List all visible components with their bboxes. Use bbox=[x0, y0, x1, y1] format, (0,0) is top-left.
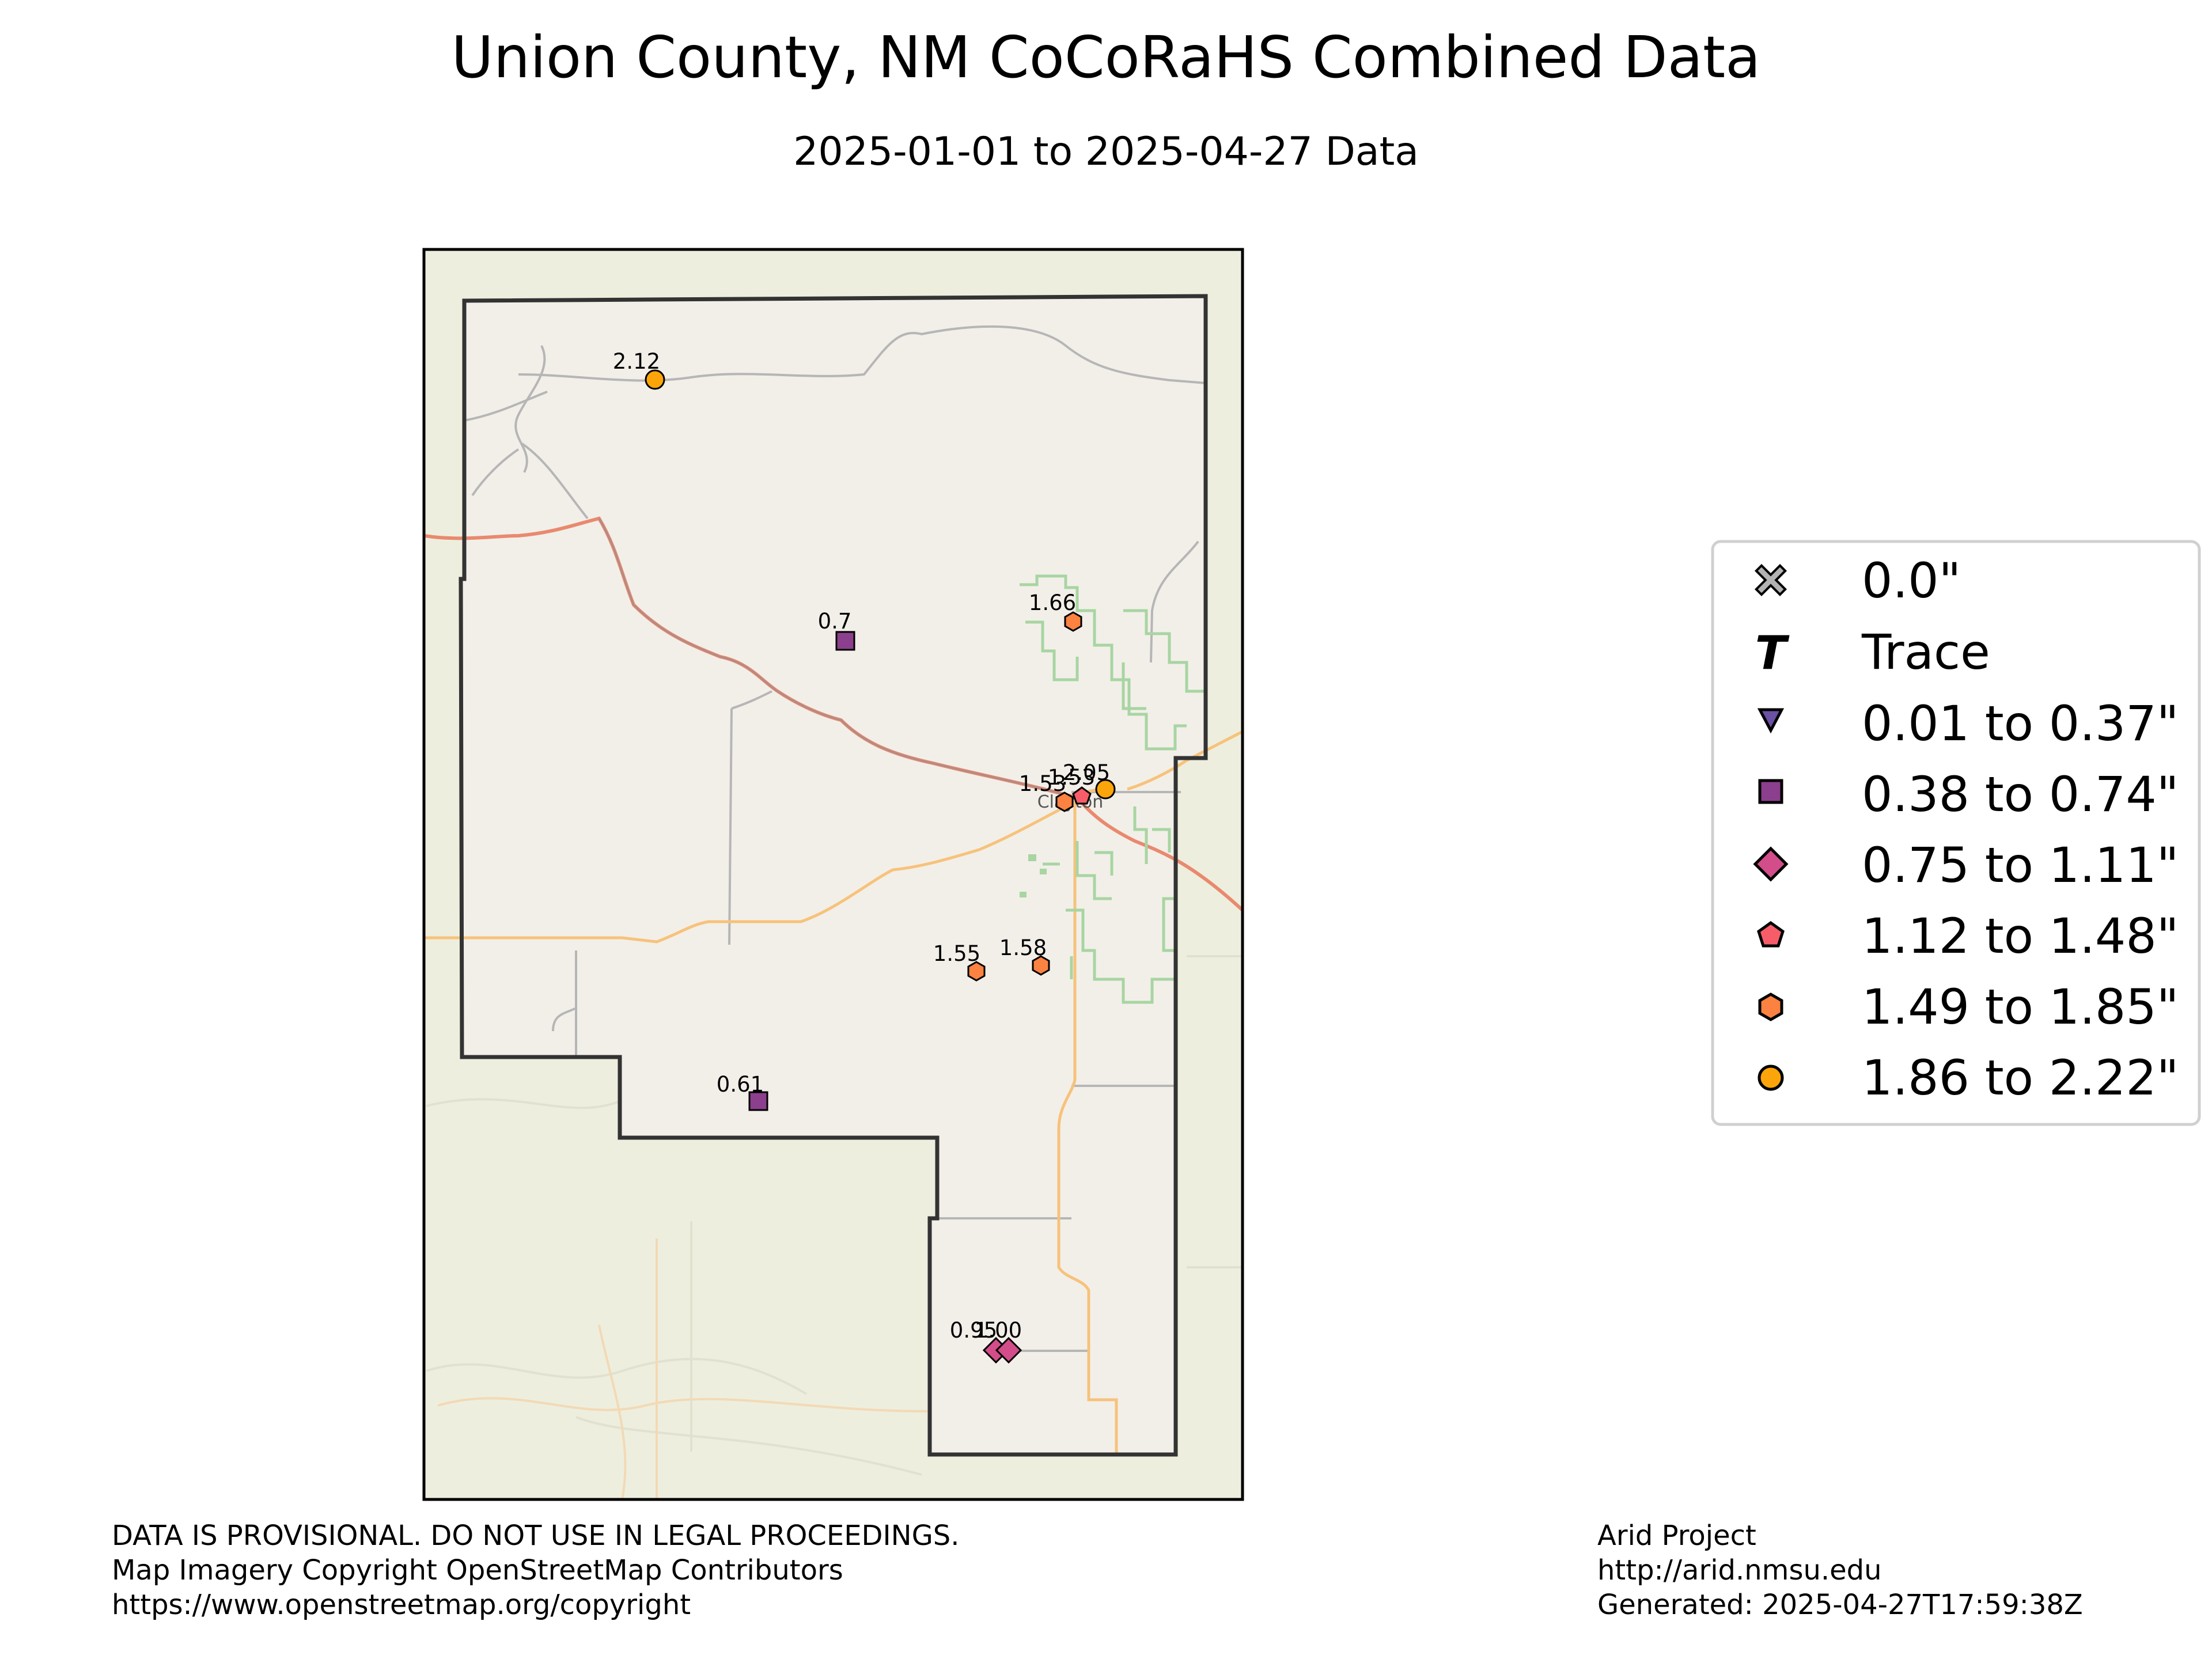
footer-credits: Arid Project http://arid.nmsu.edu Generate… bbox=[1597, 1518, 2083, 1622]
station-marker-0-61[interactable] bbox=[748, 1091, 768, 1111]
legend-label-range-6: 1.86 to 2.22" bbox=[1862, 1050, 2179, 1106]
footer-line: Generated: 2025-04-27T17:59:38Z bbox=[1597, 1589, 2083, 1621]
station-marker-1-58[interactable] bbox=[1032, 955, 1050, 976]
legend-box bbox=[1711, 540, 2201, 1126]
station-marker-1-00[interactable] bbox=[995, 1336, 1022, 1364]
grassland-area bbox=[1020, 574, 1204, 1004]
station-label: 0.95 bbox=[950, 1318, 997, 1343]
legend-triangle-down-icon bbox=[1757, 708, 1785, 734]
map-title: Union County, NM CoCoRaHS Combined Data bbox=[451, 24, 1761, 91]
grassland-patch bbox=[1040, 869, 1047, 874]
minor-roads-outside bbox=[437, 1238, 928, 1499]
legend-circle-icon bbox=[1758, 1065, 1784, 1091]
station-marker-1-53-pent[interactable] bbox=[1072, 786, 1092, 805]
county-outline bbox=[459, 294, 1208, 1457]
station-label: 1.55 bbox=[933, 941, 980, 966]
secondary-roads bbox=[424, 730, 1243, 1455]
legend-x-icon bbox=[1754, 563, 1787, 597]
station-label: 1.53 bbox=[1048, 765, 1095, 790]
primary-road-shadow bbox=[598, 518, 1078, 799]
legend-pentagon-icon bbox=[1757, 921, 1785, 948]
station-marker-0-7[interactable] bbox=[835, 631, 855, 651]
legend-label-range-1: 0.01 to 0.37" bbox=[1862, 695, 2179, 752]
footer-line: DATA IS PROVISIONAL. DO NOT USE IN LEGAL… bbox=[112, 1520, 960, 1552]
footer-link[interactable]: http://arid.nmsu.edu bbox=[1597, 1554, 1882, 1586]
legend-label-zero: 0.0" bbox=[1862, 552, 1961, 609]
legend-label-range-5: 1.49 to 1.85" bbox=[1862, 979, 2179, 1035]
station-markers: 2.12 0.7 1.66 2.05 1.53 1.53 1.55 1.58 0… bbox=[613, 349, 1116, 1364]
station-marker-1-66[interactable] bbox=[1064, 611, 1082, 632]
station-label: 1.66 bbox=[1029, 590, 1076, 615]
legend-hexagon-icon bbox=[1758, 993, 1783, 1021]
station-label: 2.12 bbox=[613, 349, 660, 374]
station-marker-2-05[interactable] bbox=[1095, 779, 1116, 800]
legend-label-range-4: 1.12 to 1.48" bbox=[1862, 908, 2179, 964]
footer-line: Map Imagery Copyright OpenStreetMap Cont… bbox=[112, 1554, 843, 1586]
grassland-patch bbox=[1028, 854, 1036, 861]
legend-diamond-icon bbox=[1753, 846, 1789, 882]
footer-line: Arid Project bbox=[1597, 1520, 1756, 1552]
legend-label-range-3: 0.75 to 1.11" bbox=[1862, 837, 2179, 893]
station-label: 1.00 bbox=[975, 1318, 1022, 1343]
station-label: 0.61 bbox=[717, 1072, 764, 1097]
station-marker-2-12[interactable] bbox=[645, 369, 665, 390]
legend-t-icon: T bbox=[1755, 626, 1790, 680]
grassland-patch bbox=[1020, 892, 1027, 897]
legend-square-icon bbox=[1758, 779, 1783, 804]
station-label: 1.53 bbox=[1019, 771, 1066, 796]
station-label: 0.7 bbox=[818, 609, 852, 634]
footer-disclaimer: DATA IS PROVISIONAL. DO NOT USE IN LEGAL… bbox=[112, 1518, 960, 1622]
station-label: 1.58 bbox=[999, 935, 1047, 960]
legend-label-range-2: 0.38 to 0.74" bbox=[1862, 766, 2179, 823]
station-marker-1-55[interactable] bbox=[967, 961, 986, 982]
basemap: Clayton bbox=[424, 249, 1243, 1499]
footer-link[interactable]: https://www.openstreetmap.org/copyright bbox=[112, 1589, 691, 1621]
station-label: 2.05 bbox=[1063, 760, 1110, 785]
legend: 0.0" T Trace 0.01 to 0.37" 0.38 to 0.74"… bbox=[1711, 540, 2201, 1126]
map-frame bbox=[422, 248, 1244, 1501]
minor-roads bbox=[464, 325, 1206, 1352]
station-marker-1-53-hex[interactable] bbox=[1055, 791, 1074, 812]
county-boundary bbox=[461, 296, 1206, 1455]
legend-label-trace: Trace bbox=[1861, 624, 1990, 680]
map-subtitle: 2025-01-01 to 2025-04-27 Data bbox=[793, 129, 1419, 175]
